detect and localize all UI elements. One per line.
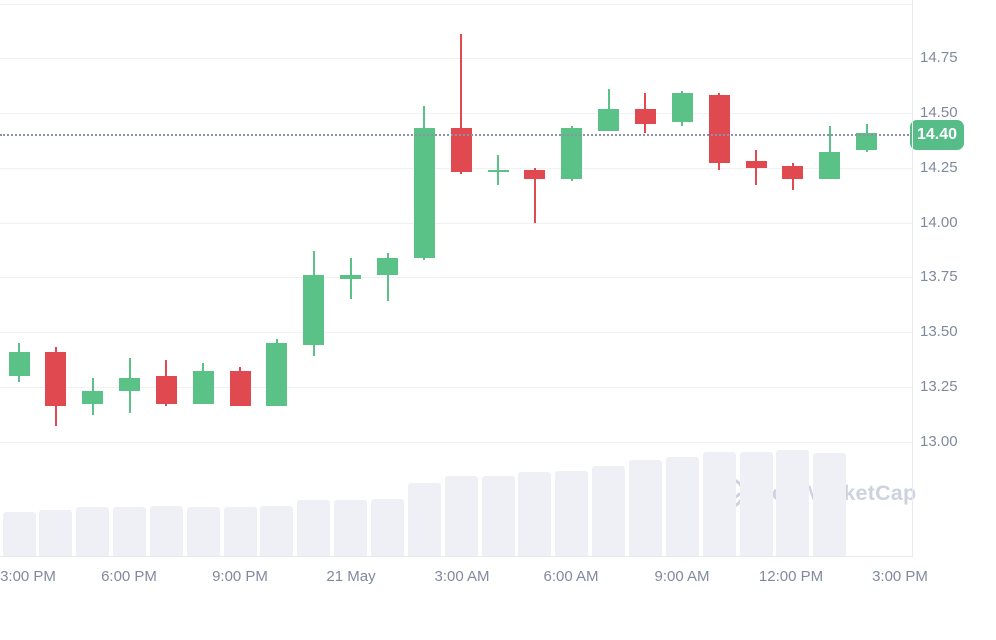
candle[interactable]: [487, 169, 509, 173]
volume-bar[interactable]: [444, 476, 478, 556]
volume-bar[interactable]: [186, 507, 220, 556]
y-axis-label: 14.25: [920, 158, 958, 176]
x-axis-label: 3:00 AM: [434, 568, 490, 585]
gridline: [0, 441, 912, 443]
candle[interactable]: [45, 351, 67, 407]
y-axis-label: 14.00: [920, 213, 958, 231]
volume-bar[interactable]: [371, 499, 404, 556]
candle[interactable]: [819, 152, 841, 179]
current-price-value: 14.40: [916, 125, 958, 143]
volume-bar[interactable]: [76, 507, 110, 556]
volume-bar[interactable]: [2, 512, 36, 556]
candle-wick: [386, 253, 389, 302]
candle-wick: [755, 150, 757, 186]
volume-bar[interactable]: [518, 472, 552, 556]
gridline: [0, 277, 912, 279]
candle[interactable]: [524, 169, 546, 179]
x-axis-label: 12:00 PM: [758, 568, 824, 585]
volume-bar[interactable]: [628, 460, 662, 556]
y-axis-label: 13.25: [920, 377, 958, 395]
candle[interactable]: [561, 128, 583, 179]
candle[interactable]: [303, 275, 325, 346]
current-price-badge: 14.40: [910, 119, 964, 150]
candle[interactable]: [82, 391, 104, 405]
volume-bar[interactable]: [334, 500, 368, 556]
candle[interactable]: [634, 108, 656, 124]
gridline: [0, 386, 912, 388]
y-axis-label: 13.75: [920, 268, 958, 286]
candle[interactable]: [450, 128, 472, 173]
y-axis-label: 14.50: [920, 104, 958, 121]
candle[interactable]: [413, 128, 435, 258]
candle[interactable]: [340, 275, 362, 280]
gridline: [0, 3, 912, 5]
volume-bar[interactable]: [297, 500, 331, 556]
x-axis-label: 6:00 PM: [101, 568, 157, 585]
candle[interactable]: [192, 371, 214, 405]
candle[interactable]: [119, 377, 141, 392]
candle[interactable]: [782, 165, 804, 179]
x-axis-label: 9:00 PM: [212, 568, 268, 585]
candle[interactable]: [671, 93, 693, 122]
volume-bar[interactable]: [776, 450, 810, 556]
volume-bar[interactable]: [149, 506, 183, 556]
volume-bar[interactable]: [481, 476, 515, 556]
y-axis-label: 13.50: [920, 323, 958, 340]
x-axis-label: 9:00 AM: [654, 568, 710, 585]
gridline: [0, 222, 912, 224]
volume-bar[interactable]: [702, 452, 736, 556]
volume-bar[interactable]: [592, 466, 626, 556]
gridline: [0, 332, 912, 333]
candle[interactable]: [8, 351, 30, 376]
candle-wick: [828, 126, 831, 179]
candle[interactable]: [229, 371, 251, 407]
y-axis-label: 14.75: [920, 49, 958, 67]
x-axis-label: 6:00 AM: [543, 568, 599, 585]
candle-wick: [460, 34, 463, 175]
volume-bar[interactable]: [813, 453, 847, 556]
volume-bar[interactable]: [407, 483, 441, 556]
candle[interactable]: [856, 132, 878, 151]
volume-bar[interactable]: [113, 507, 147, 556]
candle[interactable]: [745, 161, 767, 168]
volume-bar[interactable]: [260, 506, 294, 556]
candle-wick: [533, 167, 536, 223]
y-axis-label: 13.00: [920, 432, 958, 450]
x-axis-label: 21 May: [326, 568, 376, 585]
x-axis-line: [0, 556, 912, 557]
volume-bar[interactable]: [555, 471, 589, 556]
x-axis-label: 3:00 PM: [872, 568, 928, 585]
volume-bar[interactable]: [739, 452, 773, 556]
gridline: [0, 58, 912, 60]
candle[interactable]: [377, 257, 398, 276]
gridline: [0, 113, 912, 114]
volume-bar[interactable]: [223, 507, 257, 556]
candle[interactable]: [598, 108, 620, 131]
candle[interactable]: [266, 342, 288, 407]
candle[interactable]: [708, 95, 730, 164]
current-price-line: [0, 133, 912, 136]
y-axis-line: [912, 0, 913, 557]
volume-bar[interactable]: [665, 457, 699, 556]
candle[interactable]: [155, 375, 177, 405]
x-axis-label: 3:00 PM: [0, 568, 56, 585]
volume-bar[interactable]: [39, 510, 73, 556]
